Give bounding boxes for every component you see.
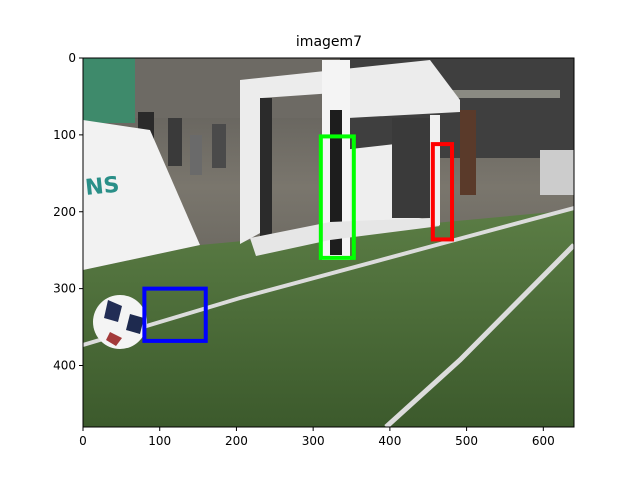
figure-title: imagem7: [295, 34, 363, 50]
photo: NS: [83, 58, 574, 427]
y-tick-label: 300: [53, 282, 76, 296]
y-tick-label: 200: [53, 205, 76, 219]
ball-box: [142, 286, 208, 343]
x-axis: 0 100 200 300 400 500 600: [79, 427, 555, 448]
svg-text:NS: NS: [84, 173, 121, 201]
goal-post-right-box: [430, 142, 455, 242]
x-tick-label: 600: [532, 434, 555, 448]
y-tick-label: 100: [53, 128, 76, 142]
x-tick-label: 0: [79, 434, 87, 448]
axes-frame: [82, 57, 575, 428]
y-tick-label: 0: [68, 51, 76, 65]
x-tick-label: 100: [148, 434, 171, 448]
x-tick-label: 200: [225, 434, 248, 448]
detection-boxes: [142, 134, 455, 343]
goal-post-left-box: [318, 134, 356, 260]
x-tick-label: 300: [302, 434, 325, 448]
x-tick-label: 500: [455, 434, 478, 448]
y-axis: 0 100 200 300 400: [53, 51, 83, 373]
y-tick-label: 400: [53, 359, 76, 373]
x-tick-label: 400: [378, 434, 401, 448]
